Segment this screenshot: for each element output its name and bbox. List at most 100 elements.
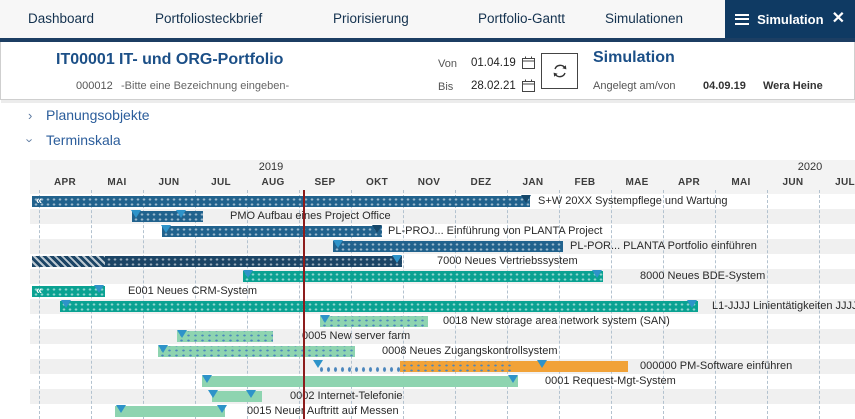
hamburger-icon[interactable] [735, 11, 749, 27]
refresh-button[interactable] [541, 53, 578, 89]
gantt-bar-segment[interactable] [32, 256, 105, 267]
month-label: AUG [261, 177, 285, 188]
month-gridline [819, 190, 820, 419]
milestone-marker-icon[interactable] [177, 330, 187, 338]
gantt-bar-segment[interactable] [105, 256, 402, 267]
milestone-marker-icon[interactable] [208, 390, 218, 398]
gantt-bar-segment[interactable] [115, 406, 225, 417]
bis-value[interactable]: 28.02.21 [471, 80, 516, 92]
month-gridline [767, 190, 768, 419]
gantt-row: « S+W 20XX Systempflege und Wartung [30, 194, 855, 209]
portfolio-header-panel: IT00001 IT- und ORG-Portfolio 000012 -Bi… [0, 42, 855, 103]
milestone-marker-icon[interactable] [243, 270, 253, 278]
gantt-bar-segment[interactable] [60, 301, 698, 312]
gantt-bar-segment[interactable] [243, 271, 603, 282]
milestone-marker-icon[interactable] [176, 210, 186, 218]
gantt-bar-label: 000000 PM-Software einführen [640, 360, 793, 372]
milestone-marker-icon[interactable] [116, 405, 126, 413]
continuation-left-icon[interactable]: « [36, 195, 43, 207]
month-label: APR [677, 177, 700, 188]
month-label: APR [53, 177, 76, 188]
nav-item-dashboard[interactable]: Dashboard [28, 11, 95, 26]
gantt-bar-segment[interactable] [32, 286, 105, 297]
month-label: JAN [522, 177, 544, 188]
gantt-bar-segment[interactable] [177, 331, 273, 342]
gantt-bar-label: PMO Aufbau eines Project Office [230, 210, 391, 222]
calendar-icon[interactable] [522, 56, 535, 69]
month-label: JUN [158, 177, 180, 188]
milestone-marker-icon[interactable] [131, 210, 141, 218]
continuation-left-icon[interactable]: « [36, 285, 43, 297]
created-by: Wera Heine [763, 80, 823, 92]
section-label: Terminskala [46, 132, 121, 148]
milestone-marker-icon[interactable] [158, 345, 168, 353]
milestone-marker-icon[interactable] [313, 360, 323, 368]
month-label: JUL [835, 177, 855, 188]
gantt-bar-label: PL-POR... PLANTA Portfolio einführen [570, 240, 757, 252]
von-value[interactable]: 01.04.19 [471, 57, 516, 69]
milestone-marker-icon[interactable] [320, 315, 330, 323]
milestone-marker-icon[interactable] [537, 360, 547, 368]
milestone-marker-icon[interactable] [202, 375, 212, 383]
gantt-bar-label: 7000 Neues Vertriebssystem [437, 255, 578, 267]
portfolio-id: IT00001 [56, 51, 115, 68]
gantt-bar-segment[interactable] [32, 196, 530, 207]
simulation-title: Simulation [593, 49, 675, 66]
month-label: FEB [574, 177, 596, 188]
milestone-marker-icon[interactable] [161, 225, 171, 233]
tab-simulation-label: Simulation [757, 11, 824, 27]
gantt-bar-label: S+W 20XX Systempflege und Wartung [538, 195, 728, 207]
gantt-row: 0008 Neues Zugangskontrollsystem [30, 344, 855, 359]
tab-simulation[interactable]: Simulation ✕ [725, 0, 855, 42]
portfolio-subtitle[interactable]: -Bitte eine Bezeichnung eingeben- [121, 80, 290, 92]
milestone-marker-icon[interactable] [333, 240, 343, 248]
gantt-row: PMO Aufbau eines Project Office [30, 209, 855, 224]
milestone-marker-icon[interactable] [392, 255, 402, 263]
gantt-bar-segment[interactable] [400, 361, 513, 372]
milestone-marker-icon[interactable] [592, 270, 602, 278]
nav-item-simulationen[interactable]: Simulationen [605, 11, 684, 26]
gantt-bar-segment[interactable] [333, 241, 563, 252]
gantt-bar-segment[interactable] [158, 346, 355, 357]
year-label: 2019 [258, 161, 284, 173]
milestone-marker-icon[interactable] [508, 375, 518, 383]
milestone-marker-icon[interactable] [246, 390, 256, 398]
gantt-row: 0015 Neuer Auftritt auf Messen [30, 404, 855, 419]
gantt-row: PL-PROJ... Einführung von PLANTA Project [30, 224, 855, 239]
gantt-bar-segment[interactable] [162, 226, 382, 237]
gantt-bar-segment[interactable] [132, 211, 203, 222]
gantt-bar-segment[interactable] [320, 316, 428, 327]
milestone-marker-icon[interactable] [94, 285, 104, 293]
nav-item-portfolio-gantt[interactable]: Portfolio-Gantt [478, 11, 566, 26]
created-label: Angelegt am/von [593, 80, 676, 92]
milestone-marker-icon[interactable] [217, 405, 227, 413]
gantt-bar-label: 0008 Neues Zugangskontrollsystem [382, 345, 558, 357]
milestone-marker-icon[interactable] [521, 195, 531, 203]
gantt-bar-segment[interactable] [212, 391, 262, 402]
calendar-icon[interactable] [522, 79, 535, 92]
gantt-bar-label: PL-PROJ... Einführung von PLANTA Project [388, 225, 603, 237]
bis-label: Bis [438, 81, 454, 93]
gantt-bar-segment[interactable] [202, 376, 518, 387]
gantt-chart: 2019 2020 APR MAI JUN JUL AUG SEP OKT NOV DEZ JAN FE… [30, 160, 855, 419]
chevron-right-icon: › [28, 108, 33, 123]
month-label: JUL [211, 177, 231, 188]
gantt-row: 0005 New server farm [30, 329, 855, 344]
section-planungsobjekte[interactable]: › Planungsobjekte [0, 106, 400, 128]
today-line [303, 190, 305, 419]
gantt-bar-segment[interactable] [513, 361, 628, 372]
gantt-bar-segment[interactable] [318, 361, 400, 372]
milestone-marker-icon[interactable] [372, 225, 382, 233]
gantt-bar-label: 0005 New server farm [302, 330, 411, 342]
gantt-bar-label: E001 Neues CRM-System [128, 285, 257, 297]
milestone-marker-icon[interactable] [687, 300, 697, 308]
portfolio-code: 000012 [76, 80, 113, 92]
nav-item-priorisierung[interactable]: Priorisierung [333, 11, 409, 26]
close-icon[interactable]: ✕ [831, 10, 845, 27]
gantt-row: 7000 Neues Vertriebssystem [30, 254, 855, 269]
month-gridline [39, 190, 40, 419]
section-terminskala[interactable]: › Terminskala [0, 131, 400, 153]
gantt-bar-label: 8000 Neues BDE-System [640, 270, 766, 282]
milestone-marker-icon[interactable] [61, 300, 71, 308]
nav-item-portfoliosteckbrief[interactable]: Portfoliosteckbrief [155, 11, 263, 26]
